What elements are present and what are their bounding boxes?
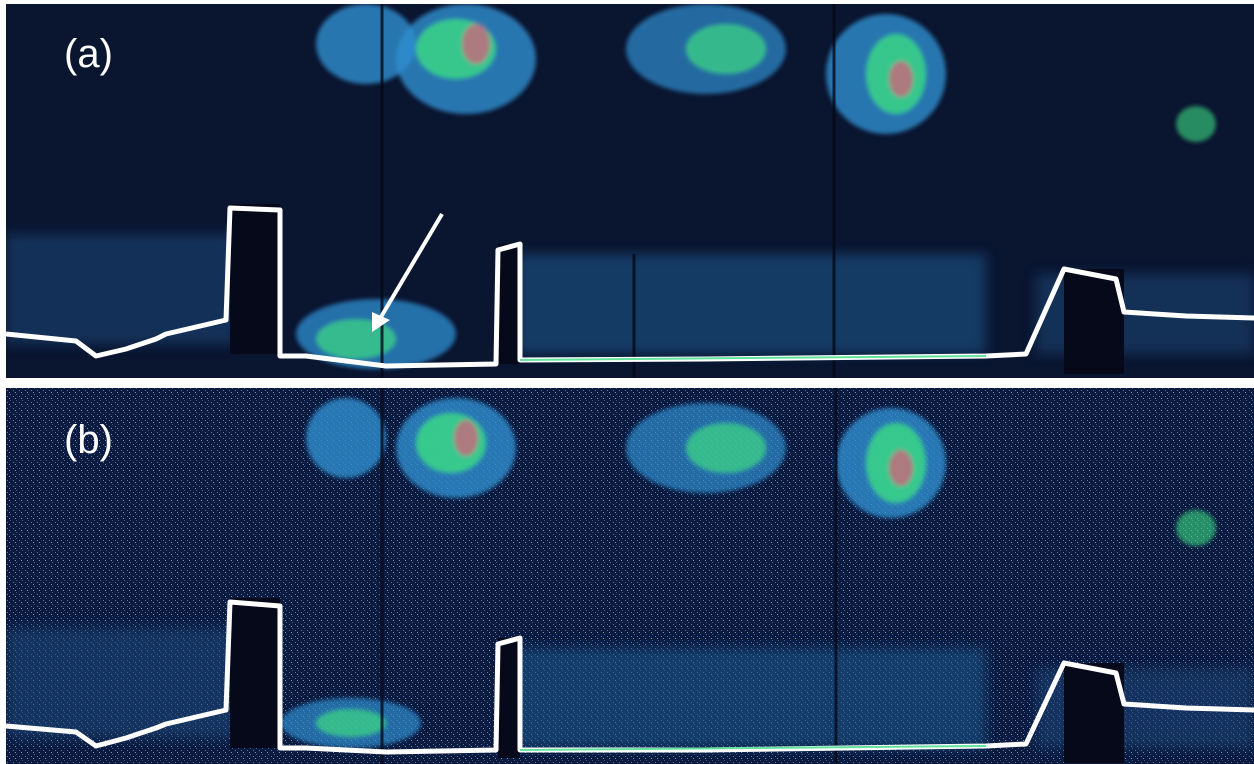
panel-label-b: (b): [64, 418, 113, 462]
radargram-b: [6, 388, 1254, 764]
radargram-a: [6, 4, 1254, 378]
upper-clusters-b: [281, 398, 1216, 748]
dark-streaks-b: [380, 388, 838, 764]
panel-a: (a): [6, 4, 1254, 378]
panel-label-a: (a): [64, 32, 113, 76]
haze-layer: [6, 234, 1254, 354]
panel-b: (b): [6, 388, 1254, 764]
surface-line-b: [6, 599, 1254, 755]
surface-line-a: [6, 205, 1254, 369]
panel-divider: [0, 378, 1254, 388]
dark-columns: [230, 204, 1124, 374]
dark-columns-b: [230, 598, 1124, 763]
arrow-icon: [372, 212, 444, 332]
upper-clusters: [296, 4, 1216, 369]
